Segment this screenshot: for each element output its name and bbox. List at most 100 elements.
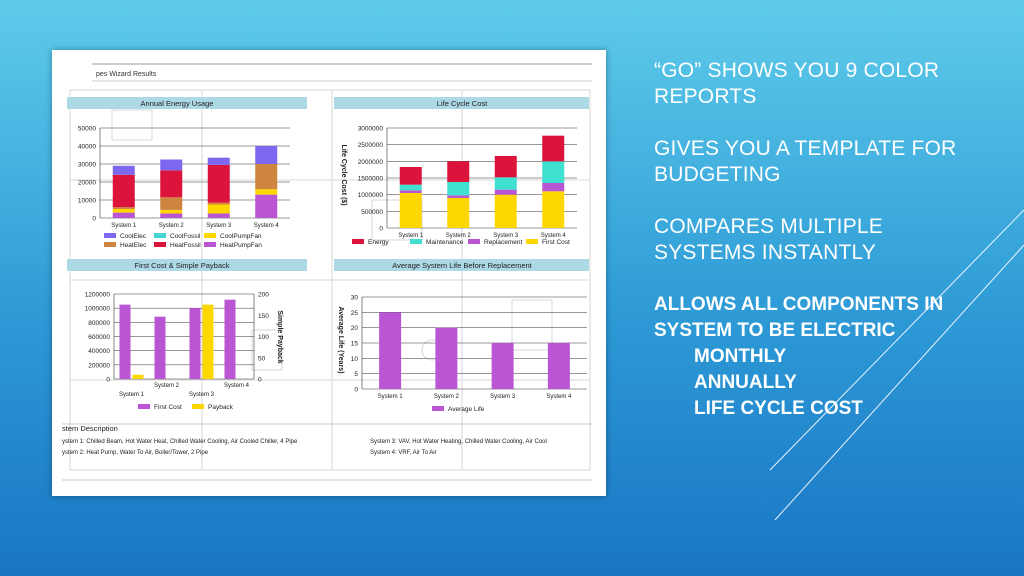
firstcost-bar	[154, 316, 166, 379]
firstcost-bar	[189, 308, 201, 379]
description-4: System 4: VRF, Air To Air	[370, 450, 437, 456]
y-tick-label: 30000	[78, 162, 96, 169]
lcc-bar-segment	[399, 190, 422, 193]
y-tick-label: 50000	[78, 126, 96, 133]
legend-label: Average Life	[448, 406, 485, 413]
x-tick-label: System 1	[398, 233, 424, 239]
y-tick-label: 2500000	[358, 142, 384, 149]
x-tick-label: System 4	[224, 383, 250, 389]
y-tick-label: 1500000	[358, 176, 384, 183]
firstcost-bar	[119, 304, 131, 379]
energy-bar-segment	[112, 174, 135, 208]
legend-swatch	[410, 239, 422, 244]
energy-bar-segment	[255, 146, 278, 164]
y-tick-label: 0	[354, 387, 358, 394]
legend-label: Payback	[208, 404, 234, 411]
x-tick-label: System 2	[446, 233, 472, 239]
legend-swatch	[104, 233, 116, 238]
y-tick-label: 200000	[88, 362, 110, 369]
lcc-bar-segment	[494, 189, 517, 195]
y-tick-label: 800000	[88, 320, 110, 327]
y2label-payback: Simple Payback	[276, 310, 283, 363]
legend-swatch	[154, 242, 166, 247]
header-lcc	[334, 97, 589, 109]
y2-tick-label: 0	[258, 377, 262, 384]
legend-swatch	[526, 239, 538, 244]
description-3: System 3: VAV, Hot Water Heating, Chille…	[370, 439, 547, 445]
x-tick-label: System 2	[434, 394, 460, 400]
lcc-bar-segment	[542, 135, 565, 162]
y-tick-label: 1200000	[85, 292, 111, 299]
lcc-bar-segment	[399, 193, 422, 228]
legend-swatch	[192, 404, 204, 409]
description-2: ystem 2: Heat Pump, Water To Air, Boiler…	[62, 450, 209, 456]
legend-label: CoolPumpFan	[220, 233, 262, 240]
life-bar	[435, 327, 458, 389]
x-tick-label: System 1	[119, 392, 145, 398]
lcc-bar-segment	[494, 194, 517, 228]
legend-swatch	[204, 242, 216, 247]
y-tick-label: 40000	[78, 144, 96, 151]
sub-monthly: MONTHLY	[694, 346, 787, 367]
lcc-bar-segment	[542, 191, 565, 228]
energy-bar-segment	[160, 197, 183, 210]
ylabel-lcc: Life Cycle Cost ($)	[340, 144, 347, 205]
x-tick-label: System 4	[546, 394, 572, 400]
legend-label: HeatPumpFan	[220, 242, 262, 249]
energy-bar-segment	[112, 207, 135, 209]
energy-bar-segment	[255, 164, 278, 190]
life-bar	[491, 343, 514, 389]
chart-title-life: Average System Life Before Replacement	[392, 261, 532, 270]
energy-bar-segment	[255, 194, 278, 218]
legend-label: HeatElec	[120, 242, 147, 249]
x-tick-label: System 3	[490, 394, 516, 400]
legend-label: Energy	[368, 239, 389, 246]
legend-swatch	[204, 233, 216, 238]
y-tick-label: 30	[351, 295, 359, 302]
description-1: ystem 1: Chilled Beam, Hot Water Heat, C…	[62, 439, 298, 445]
x-tick-label: System 4	[541, 233, 567, 239]
payback-bar	[132, 374, 144, 379]
header-energy	[67, 97, 307, 109]
chart-title-firstcost: First Cost & Simple Payback	[134, 261, 229, 270]
energy-bar-segment	[160, 209, 183, 214]
y-tick-label: 1000000	[358, 192, 384, 199]
energy-bar-segment	[112, 165, 135, 175]
y2-tick-label: 200	[258, 292, 269, 299]
lcc-bar-segment	[447, 195, 470, 198]
x-tick-label: System 1	[378, 394, 404, 400]
x-tick-label: System 3	[493, 233, 519, 239]
y-tick-label: 5	[354, 371, 358, 378]
legend-swatch	[104, 242, 116, 247]
legend-swatch	[352, 239, 364, 244]
sub-annually: ANNUALLY	[694, 372, 797, 393]
y-tick-label: 2000000	[358, 159, 384, 166]
legend-label: First Cost	[542, 239, 570, 246]
legend-swatch	[138, 404, 150, 409]
energy-bar-segment	[207, 164, 230, 203]
energy-bar-segment	[207, 157, 230, 165]
energy-bar-segment	[207, 204, 230, 214]
energy-bar-segment	[160, 159, 183, 171]
y-tick-label: 25	[351, 310, 359, 317]
energy-bar-segment	[112, 209, 135, 213]
y2-tick-label: 150	[258, 313, 269, 320]
y-tick-label: 3000000	[358, 126, 384, 133]
legend-label: Maintenance	[426, 239, 464, 246]
y2-tick-label: 100	[258, 334, 269, 341]
energy-bar-segment	[255, 189, 278, 195]
header-life	[334, 259, 589, 271]
firstcost-bar	[224, 299, 236, 379]
life-bar	[379, 312, 402, 389]
lcc-bar-segment	[447, 161, 470, 182]
sub-lcc: LIFE CYCLE COST	[694, 398, 863, 419]
report-screenshot: pes Wizard Results Annual Energy Usage L…	[52, 50, 606, 496]
y-tick-label: 600000	[88, 334, 110, 341]
energy-bar-segment	[160, 170, 183, 198]
bullet-reports: “GO” SHOWS YOU 9 COLOR REPORTS	[654, 59, 940, 108]
y-tick-label: 20	[351, 325, 359, 332]
lcc-bar-segment	[542, 183, 565, 192]
payback-bar	[202, 304, 214, 379]
energy-bar-segment	[207, 213, 230, 218]
life-bar	[547, 343, 570, 389]
